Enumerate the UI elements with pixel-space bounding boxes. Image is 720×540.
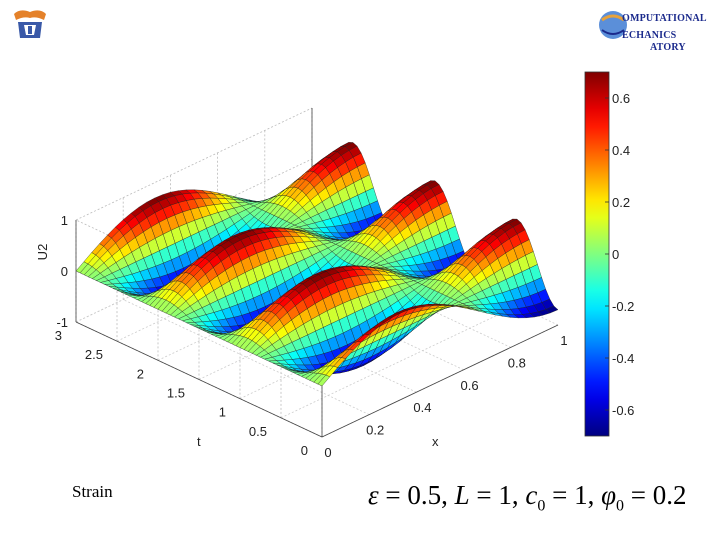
colorbar-tick-label: -0.4 [612, 351, 634, 366]
colorbar-tick-label: 0.6 [612, 91, 630, 106]
colorbar: 0.6 0.4 0.2 0 -0.2 -0.4 -0.6 [584, 71, 634, 437]
x-tick-label: 1 [560, 333, 567, 348]
axis-line [321, 324, 559, 438]
colorbar-tick-label: -0.2 [612, 299, 634, 314]
c-subscript: 0 [537, 497, 546, 515]
x-tick-label: 0.4 [413, 400, 431, 415]
parameter-formula: ε = 0.5, L = 1, c0 = 1, φ0 = 0.2 [368, 480, 687, 515]
x-tick-label: 0.2 [366, 423, 384, 438]
grid-line [280, 305, 518, 419]
lab-logo: OMPUTATIONAL ECHANICS ATORY [596, 6, 714, 56]
z-axis-label: U2 [35, 244, 50, 261]
t-tick-label: 2 [137, 366, 144, 381]
logo-line1: OMPUTATIONAL [622, 13, 707, 24]
x-tick-label: 0 [324, 445, 331, 460]
t-tick-label: 0 [301, 443, 308, 458]
x-tick-label: 0.8 [508, 355, 526, 370]
phi-subscript: 0 [616, 497, 625, 515]
colorbar-tick-label: -0.6 [612, 403, 634, 418]
phi-symbol: φ [601, 480, 617, 510]
z-tick-label: 1 [61, 213, 68, 228]
L-value: = 1, [469, 480, 526, 510]
z-tick-label: 0 [61, 264, 68, 279]
t-tick-label: 1 [219, 405, 226, 420]
t-tick-label: 2.5 [85, 347, 103, 362]
colorbar-tick-label: 0 [612, 247, 619, 262]
x-tick-label: 0.6 [461, 378, 479, 393]
caption: Strain [72, 482, 113, 501]
logo-line3: ATORY [650, 42, 686, 53]
axes-ticks: 0 0.2 0.4 0.6 0.8 1 0 0.5 1 1.5 2 2.5 3-1 0 1 [55, 213, 568, 460]
t-axis-label: t [197, 434, 201, 449]
colorbar-tick-label: 0.4 [612, 143, 630, 158]
epsilon-value: = 0.5, [378, 480, 455, 510]
globe-icon [599, 11, 627, 39]
L-symbol: L [454, 480, 470, 510]
logo-line2: ECHANICS [622, 30, 677, 41]
institute-logo [14, 10, 46, 38]
t-tick-label: 0.5 [249, 424, 267, 439]
surface-mesh [75, 142, 559, 387]
t-tick-label: 1.5 [167, 386, 185, 401]
grid-line [75, 107, 313, 221]
colorbar-tick-label: 0.2 [612, 195, 630, 210]
z-tick-label: -1 [56, 315, 68, 330]
phi-value: = 0.2 [624, 480, 687, 510]
c-value: = 1, [545, 480, 602, 510]
axis-line [75, 321, 323, 438]
t-tick-label: 3 [55, 328, 62, 343]
surface-patch [545, 305, 559, 314]
epsilon-symbol: ε [368, 480, 379, 510]
c-symbol: c [525, 480, 538, 510]
grid-line [75, 158, 313, 272]
x-axis-label: x [432, 434, 439, 449]
